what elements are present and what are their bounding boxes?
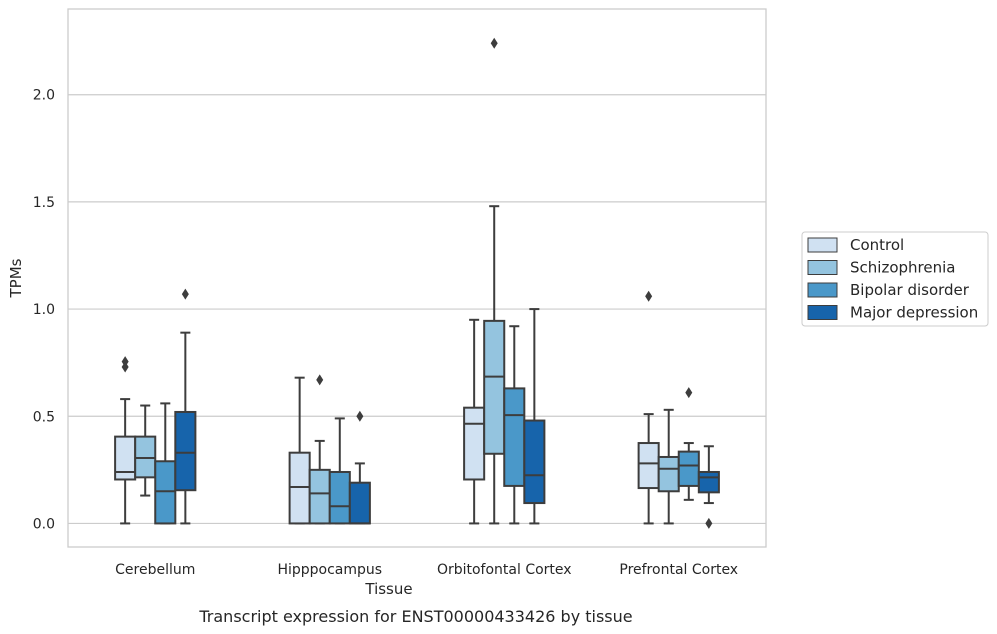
box <box>677 450 700 487</box>
legend: Control Schizophrenia Bipolar disorder Majo… <box>801 231 989 327</box>
box <box>657 455 680 493</box>
legend-frame <box>801 231 989 327</box>
outlier-point <box>490 37 498 49</box>
box <box>637 442 660 490</box>
x-tick-labels: Cerebellum Hipppocampus Orbitofontal Corte… <box>115 562 738 578</box>
legend-entry-label: Control <box>850 236 904 254</box>
outlier-point <box>685 387 693 399</box>
box <box>174 410 197 492</box>
figure-caption: Transcript expression for ENST0000043342… <box>198 607 632 626</box>
legend-swatch <box>807 305 838 320</box>
box <box>523 419 546 505</box>
box <box>328 470 351 525</box>
outlier-point <box>121 356 129 368</box>
x-axis-label: Tissue <box>364 580 412 598</box>
box <box>348 481 371 525</box>
y-tick-label: 2.0 <box>33 88 55 104</box>
outlier-point <box>316 374 324 386</box>
legend-entry-label: Schizophrenia <box>850 259 955 277</box>
box-group <box>463 37 546 525</box>
y-tick-label: 0.0 <box>33 516 55 532</box>
box <box>154 460 177 525</box>
outlier-point <box>705 517 713 529</box>
plot-frame <box>67 8 767 548</box>
y-tick-label: 1.0 <box>33 302 55 318</box>
y-tick-label: 1.5 <box>33 195 55 211</box>
box <box>463 406 486 481</box>
x-tick-label: Hipppocampus <box>277 562 382 578</box>
y-tick-labels: 0.0 0.5 1.0 1.5 2.0 <box>33 88 55 533</box>
box-group <box>114 288 197 525</box>
legend-swatch <box>807 282 838 298</box>
legend-entry-label: Major depression <box>850 304 978 322</box>
x-tick-label: Cerebellum <box>115 562 195 578</box>
y-axis-label: TPMs <box>7 258 25 298</box>
box <box>134 435 157 479</box>
y-tick-label: 0.5 <box>33 409 55 425</box>
outlier-point <box>356 410 364 422</box>
box <box>483 319 506 455</box>
outlier-point <box>645 290 653 302</box>
outlier-point <box>181 288 189 300</box>
box <box>308 468 331 525</box>
legend-swatch <box>807 260 838 275</box>
box <box>697 470 720 494</box>
box <box>503 387 526 487</box>
x-tick-label: Prefrontal Cortex <box>619 562 738 578</box>
box-groups <box>114 37 720 529</box>
box-group <box>637 290 720 529</box>
legend-entry-label: Bipolar disorder <box>850 281 970 299</box>
plot-area: 0.0 0.5 1.0 1.5 2.0 Cerebellum Hipppocampus Or… <box>33 8 767 578</box>
box <box>114 435 137 481</box>
box-group <box>288 374 371 525</box>
x-tick-label: Orbitofontal Cortex <box>437 562 572 578</box>
box <box>288 451 311 525</box>
legend-swatch <box>807 237 838 253</box>
